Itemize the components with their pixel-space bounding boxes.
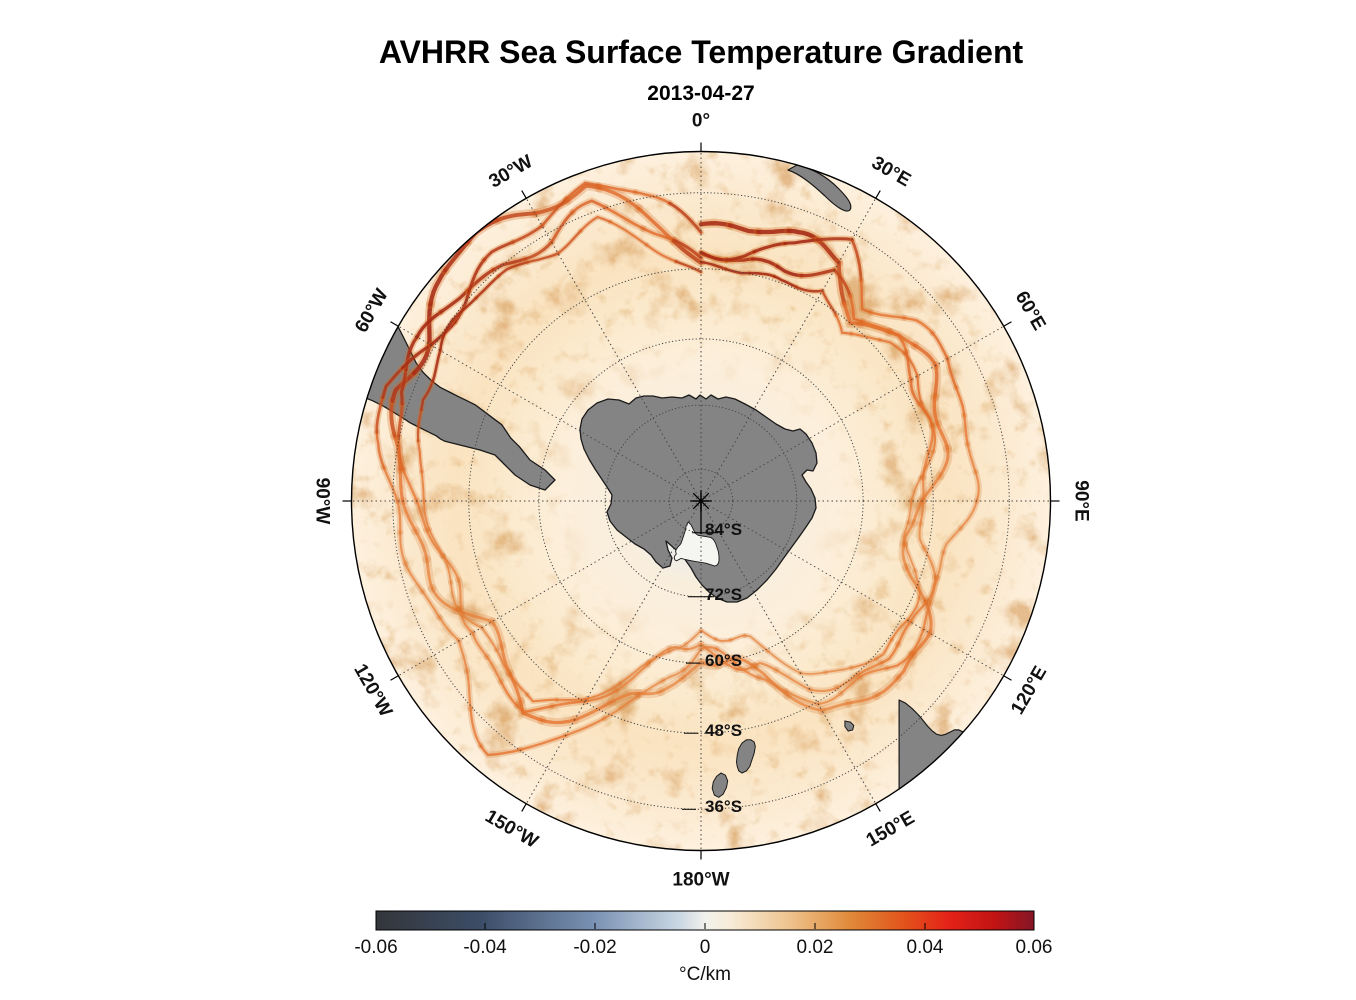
svg-text:°C/km: °C/km	[679, 964, 731, 985]
svg-text:90°W: 90°W	[311, 478, 332, 525]
svg-text:-0.06: -0.06	[354, 937, 397, 958]
svg-text:84°S: 84°S	[705, 520, 742, 539]
svg-text:0: 0	[700, 937, 711, 958]
svg-text:2013-04-27: 2013-04-27	[647, 82, 754, 105]
svg-text:36°S: 36°S	[705, 797, 742, 816]
svg-text:48°S: 48°S	[705, 721, 742, 740]
svg-text:-0.02: -0.02	[573, 937, 616, 958]
svg-text:0°: 0°	[692, 111, 710, 132]
svg-text:90°E: 90°E	[1070, 480, 1091, 521]
svg-text:-0.04: -0.04	[463, 937, 507, 958]
svg-text:180°W: 180°W	[672, 870, 729, 891]
svg-text:72°S: 72°S	[705, 585, 742, 604]
svg-text:0.04: 0.04	[907, 937, 944, 958]
svg-text:60°S: 60°S	[705, 651, 742, 670]
svg-text:0.06: 0.06	[1016, 937, 1053, 958]
svg-text:0.02: 0.02	[797, 937, 834, 958]
svg-text:AVHRR Sea Surface Temperature: AVHRR Sea Surface Temperature Gradient	[379, 34, 1024, 70]
